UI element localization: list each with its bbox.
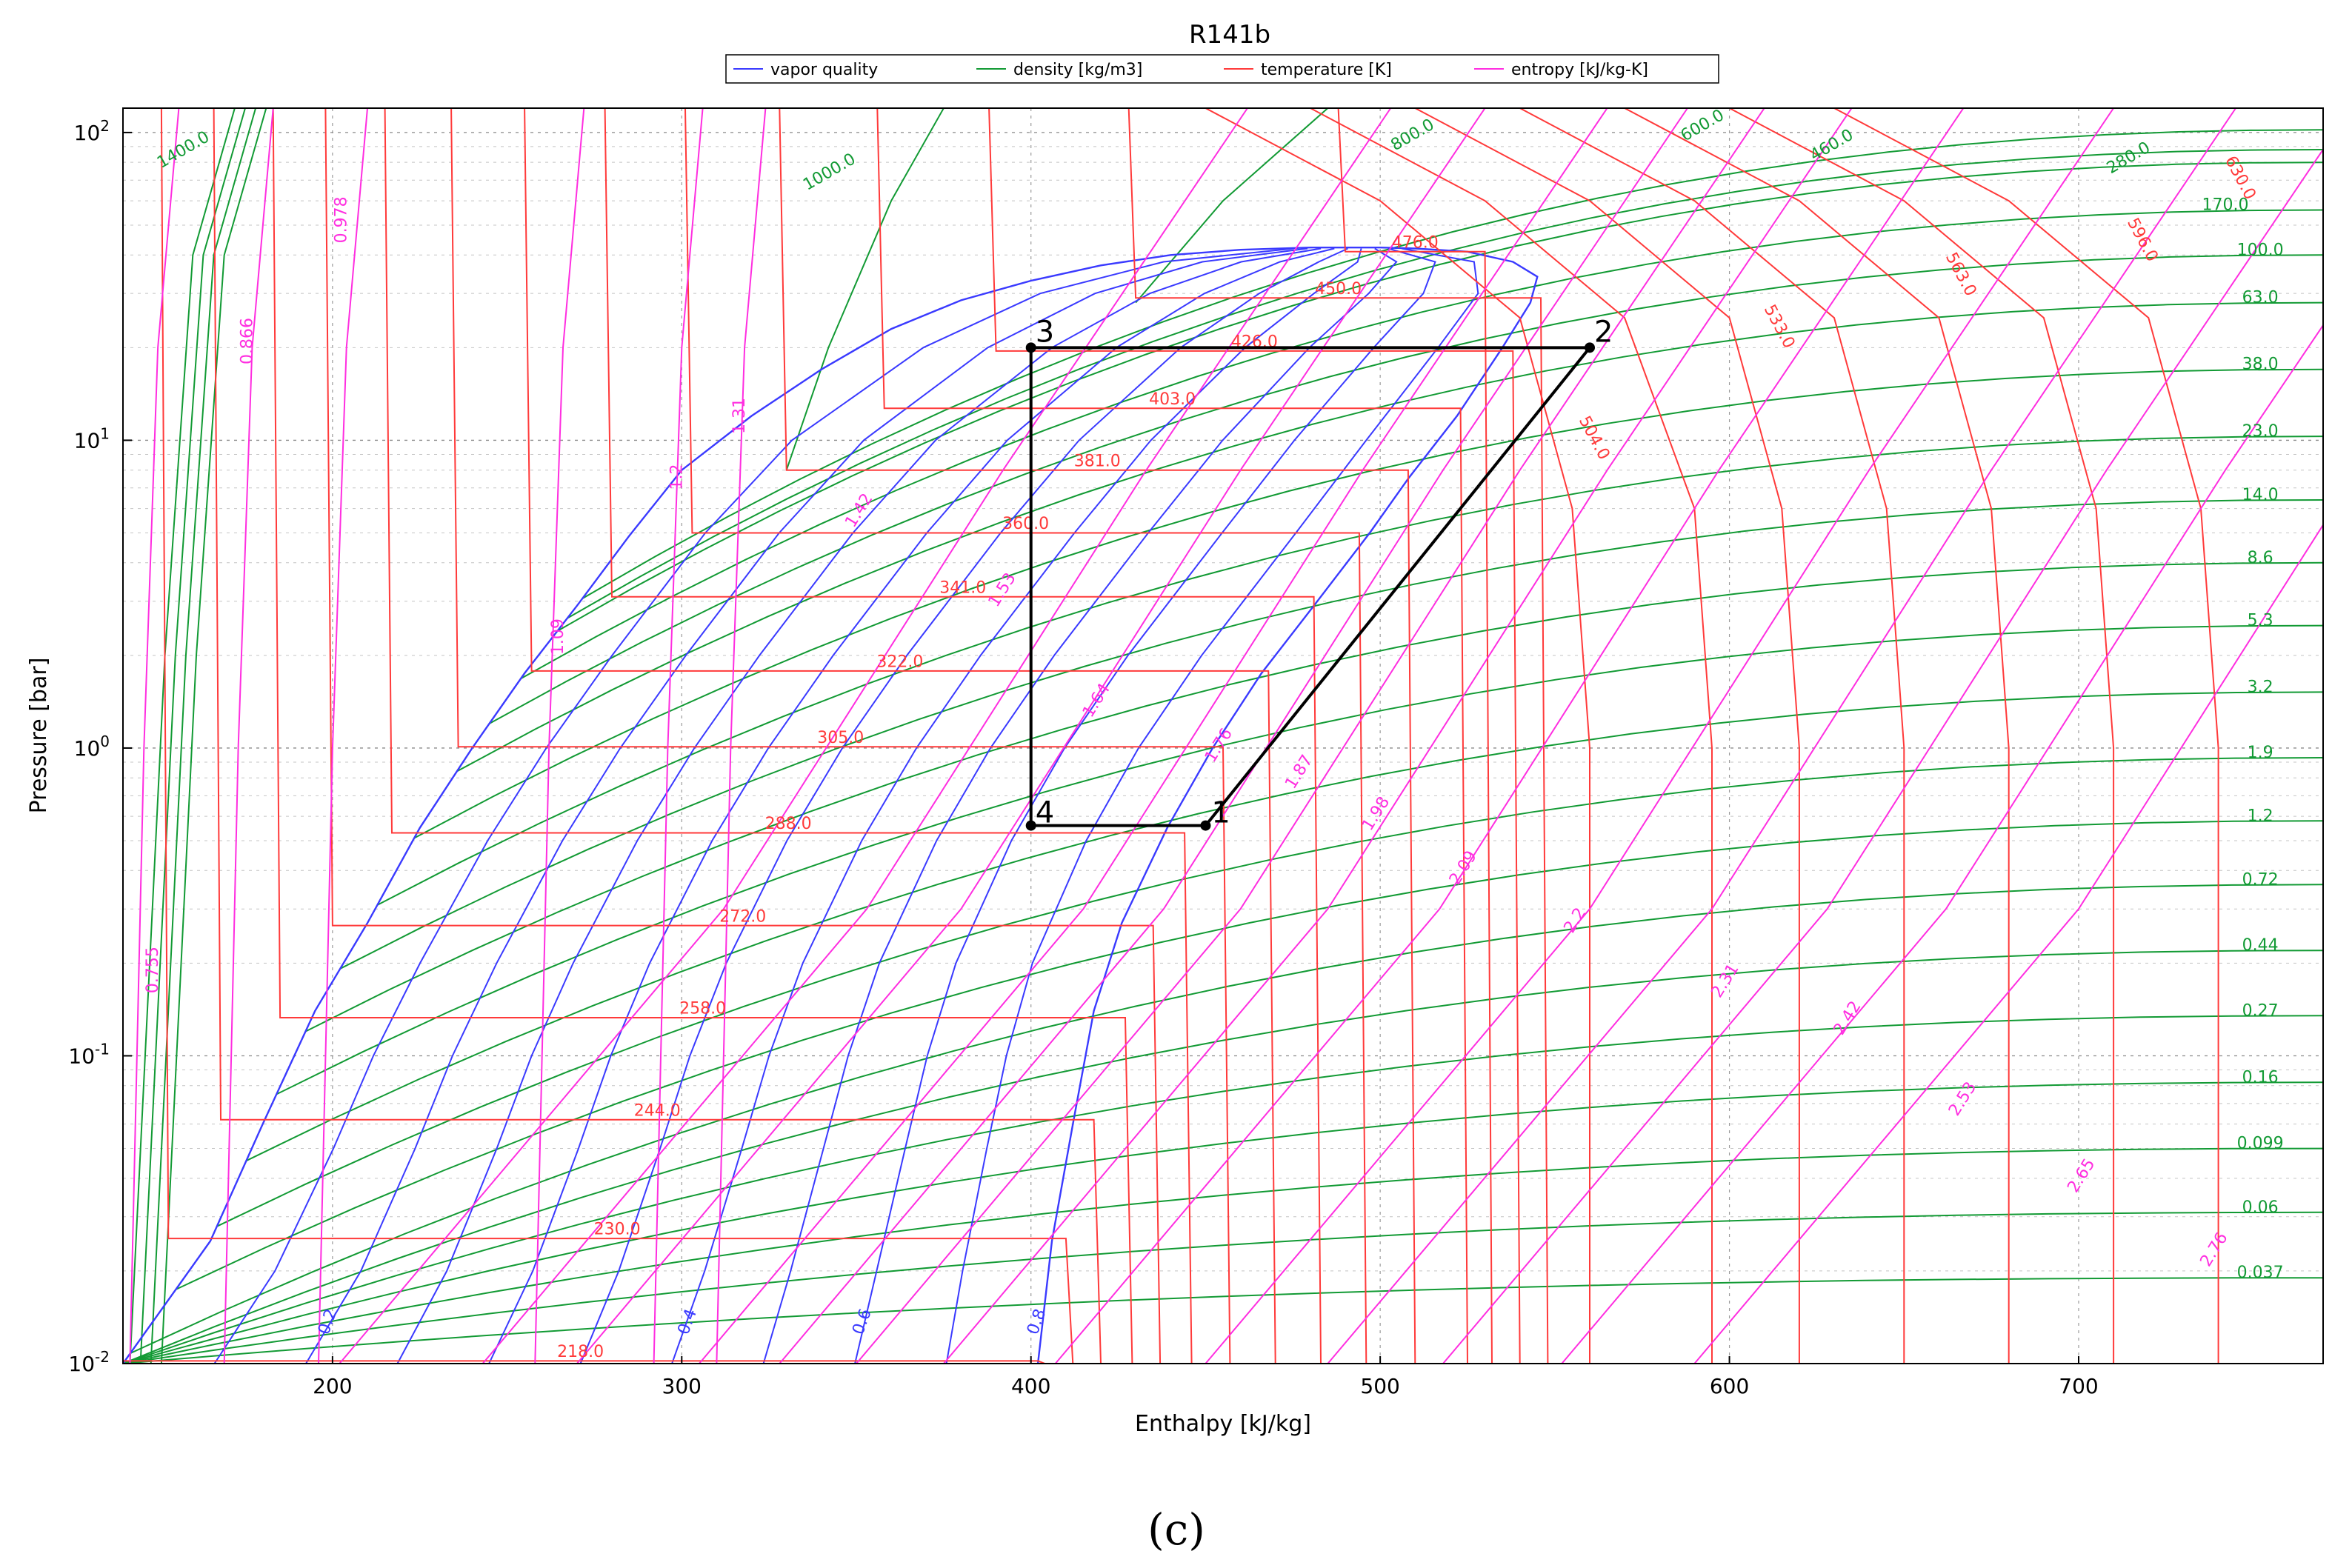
legend-entry: vapor quality: [770, 61, 878, 79]
density-label: 0.72: [2242, 870, 2279, 889]
density-label: 14.0: [2242, 486, 2279, 504]
legend-entry: temperature [K]: [1261, 61, 1392, 79]
density-label: 5.3: [2248, 612, 2273, 630]
density-label: 63.0: [2242, 289, 2279, 307]
density-label: 1.9: [2248, 744, 2273, 762]
temperature-label: 341.0: [939, 578, 986, 597]
figure-caption: (c): [1147, 1504, 1205, 1555]
temperature-label: 450.0: [1315, 280, 1362, 298]
temperature-label: 230.0: [594, 1221, 641, 1239]
chart-title: R141b: [1189, 20, 1270, 50]
cycle-state-point: [1026, 342, 1036, 353]
density-label: 0.27: [2242, 1001, 2279, 1020]
density-label: 3.2: [2248, 678, 2273, 696]
density-label: 8.6: [2248, 549, 2273, 567]
x-tick-label: 400: [1011, 1374, 1050, 1398]
y-axis-label: Pressure [bar]: [26, 658, 52, 814]
cycle-point-label: 3: [1036, 315, 1054, 349]
cycle-state-point: [1026, 821, 1036, 831]
legend: vapor quality density [kg/m3] temperature …: [726, 55, 1719, 83]
cycle-state-point: [1585, 342, 1595, 353]
density-label: 0.099: [2237, 1135, 2284, 1153]
temperature-label: 244.0: [634, 1101, 681, 1120]
temperature-label: 288.0: [765, 815, 812, 833]
density-label: 0.06: [2242, 1198, 2279, 1217]
temperature-label: 476.0: [1392, 233, 1439, 252]
temperature-label: 322.0: [876, 653, 923, 672]
density-label: 170.0: [2202, 196, 2249, 215]
x-tick-label: 200: [313, 1374, 352, 1398]
temperature-label: 272.0: [719, 907, 766, 926]
temperature-label: 305.0: [817, 729, 864, 747]
cycle-point-label: 1: [1211, 796, 1230, 830]
density-label: 1.2: [2248, 807, 2273, 825]
x-tick-label: 600: [1710, 1374, 1749, 1398]
x-tick-label: 700: [2059, 1374, 2098, 1398]
density-label: 38.0: [2242, 356, 2279, 374]
density-label: 23.0: [2242, 422, 2279, 441]
temperature-label: 381.0: [1074, 452, 1121, 470]
entropy-label: 1.31: [730, 398, 749, 434]
density-label: 0.037: [2237, 1264, 2284, 1282]
temperature-label: 258.0: [679, 1000, 726, 1018]
density-label: 0.16: [2242, 1068, 2279, 1087]
temperature-label: 403.0: [1149, 390, 1196, 409]
x-tick-label: 500: [1360, 1374, 1399, 1398]
entropy-label: 0.866: [238, 318, 256, 364]
legend-entry: density [kg/m3]: [1013, 61, 1142, 79]
cycle-point-label: 4: [1036, 796, 1054, 830]
entropy-label: 1.2: [667, 464, 686, 490]
x-axis-label: Enthalpy [kJ/kg]: [1135, 1411, 1311, 1437]
temperature-label: 360.0: [1002, 515, 1049, 533]
entropy-label: 0.755: [144, 947, 162, 993]
entropy-label: 1.09: [549, 618, 567, 655]
cycle-state-point: [1200, 821, 1210, 831]
density-label: 100.0: [2237, 241, 2284, 259]
legend-entry: entropy [kJ/kg-K]: [1511, 61, 1648, 79]
temperature-label: 218.0: [557, 1343, 604, 1361]
entropy-label: 0.978: [333, 196, 351, 243]
density-label: 0.44: [2242, 936, 2279, 955]
cycle-point-label: 2: [1594, 315, 1613, 349]
x-tick-label: 300: [662, 1374, 702, 1398]
